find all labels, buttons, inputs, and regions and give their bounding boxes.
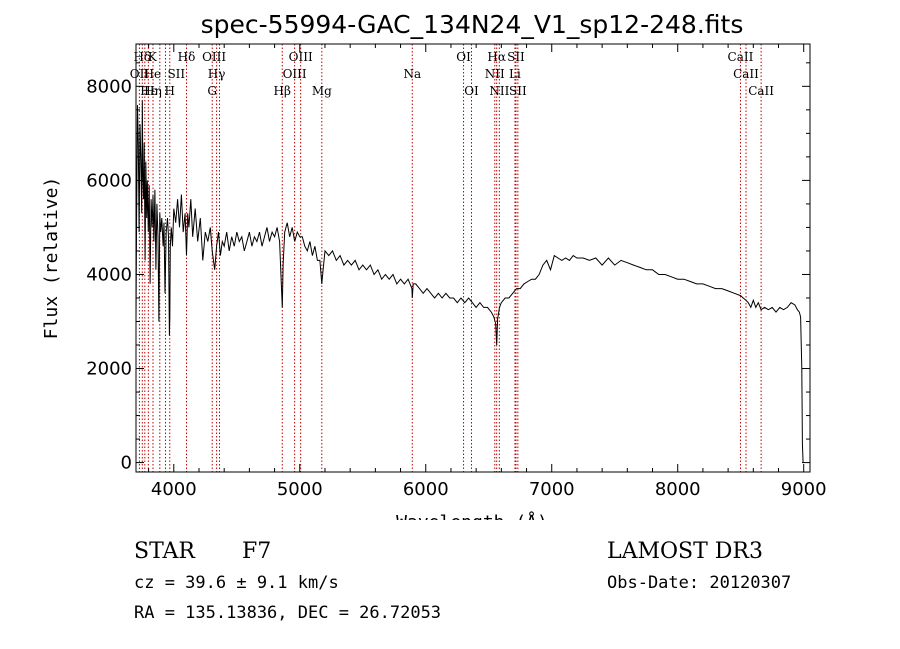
line-label: OI [464,84,479,98]
x-axis-label: Wavelength (Å) [396,511,548,520]
line-label: Hε [140,84,157,98]
line-label: NII [485,67,505,81]
plot-frame [135,43,811,473]
line-label: Hγ [208,67,226,81]
line-label: He [144,67,162,81]
line-label: OIII [283,67,307,81]
line-label: Hη [144,84,162,98]
line-label: Hδ [178,50,196,64]
y-tick-label: 0 [121,453,132,474]
chart-title: spec-55994-GAC_134N24_V1_sp12-248.fits [201,10,744,39]
y-tick-label: 2000 [86,359,132,380]
line-label: OIII [289,50,313,64]
y-axis-label: Flux (relative) [41,177,62,340]
observation-date: Obs-Date: 20120307 [607,573,792,593]
x-tick-label: 8000 [655,479,701,500]
y-tick-label: 4000 [86,264,132,285]
x-tick-label: 5000 [277,479,323,500]
x-tick-label: 4000 [151,479,197,500]
line-label: OII [130,67,150,81]
survey-name: LAMOST DR3 [607,539,763,564]
axis-ticks: 4000 5000 6000 7000 8000 9000 0 2000 4000 6000 800… [86,44,827,500]
line-label: Mg [312,84,332,98]
line-label: CaII [733,67,759,81]
line-label: Hδ [133,50,151,64]
y-tick-label: 8000 [86,76,132,97]
spectrum-series-line [135,100,804,463]
coordinates: RA = 135.13836, DEC = 26.72053 [134,603,442,623]
spectral-subclass: F7 [242,539,272,564]
redshift-cz: cz = 39.6 ± 9.1 km/s [134,573,339,593]
line-markers [138,44,762,472]
line-label: H [165,84,175,98]
object-type: STAR [134,539,195,564]
line-label: Hα [487,50,506,64]
line-label: CaII [748,84,774,98]
x-tick-label: 6000 [403,479,449,500]
line-label: G [207,84,217,98]
line-label: OI [456,50,471,64]
line-label: OIII [202,50,226,64]
line-label: K [148,50,158,64]
line-label: Hβ [274,84,291,98]
spectrum-plot: spec-55994-GAC_134N24_V1_sp12-248.fits H… [41,10,827,520]
line-label: SII [507,50,525,64]
line-label: SII [167,67,185,81]
line-label: Na [403,67,421,81]
line-label: Li [509,67,521,81]
line-label: SII [509,84,527,98]
x-tick-label: 7000 [529,479,575,500]
y-tick-label: 6000 [86,170,132,191]
line-label: CaII [728,50,754,64]
x-tick-label: 9000 [781,479,827,500]
line-label: NII [489,84,509,98]
